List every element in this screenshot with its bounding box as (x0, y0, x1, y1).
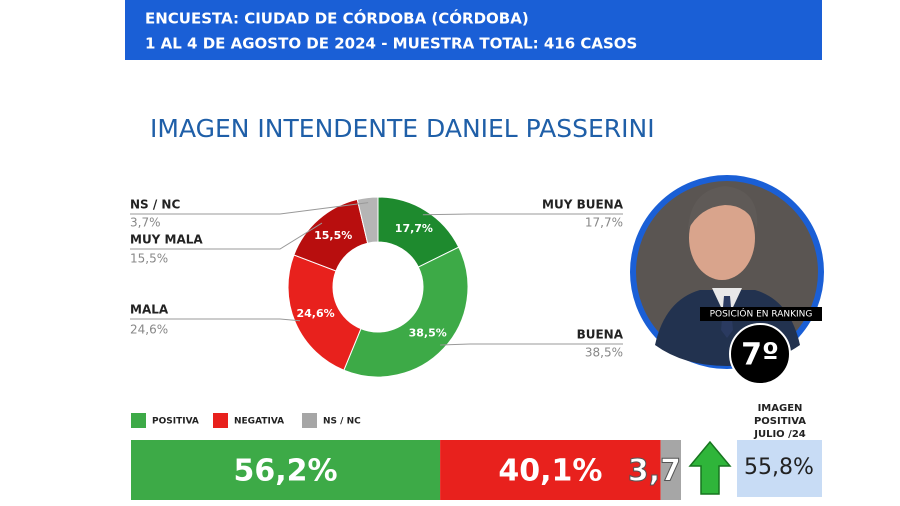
legend-swatch (302, 413, 317, 428)
previous-label: IMAGEN (758, 403, 803, 414)
bar-segment (440, 440, 661, 500)
leader-line (130, 318, 301, 322)
leader-line (130, 202, 369, 215)
ranking-badge (729, 323, 791, 385)
leader-line (422, 213, 623, 216)
ranking-value: 7º (741, 338, 779, 373)
bar-segment (131, 440, 441, 500)
legend-label: NEGATIVA (234, 417, 284, 427)
bar-label: 56,2% (234, 454, 338, 489)
side-name: NS / NC (130, 198, 180, 212)
side-name: MUY MALA (130, 233, 203, 247)
header-band (125, 0, 822, 60)
leader-line (440, 343, 623, 346)
segment-label: 17,7% (395, 222, 433, 235)
ranking-label-bg (700, 307, 822, 321)
legend-label: POSITIVA (152, 417, 199, 427)
side-name: BUENA (577, 328, 624, 342)
header-line: ENCUESTA: CIUDAD DE CÓRDOBA (CÓRDOBA) (145, 9, 529, 28)
bar-segment (660, 440, 681, 500)
leader-line (130, 222, 323, 250)
bar-label: 40,1% (498, 454, 602, 489)
legend-swatch (131, 413, 146, 428)
bar-label: 3,7 (628, 454, 681, 489)
previous-label: JULIO /24 (753, 429, 806, 440)
side-value: 24,6% (130, 323, 168, 337)
legend-swatch (213, 413, 228, 428)
previous-box (737, 440, 822, 497)
previous-label: POSITIVA (754, 416, 806, 427)
donut-hole (333, 242, 423, 332)
side-value: 15,5% (130, 252, 168, 266)
side-value: 3,7% (130, 216, 161, 230)
side-name: MALA (130, 303, 169, 317)
segment-label: 24,6% (297, 307, 335, 320)
side-value: 17,7% (585, 216, 623, 230)
segment-label: 38,5% (409, 326, 447, 339)
side-value: 38,5% (585, 346, 623, 360)
previous-value: 55,8% (744, 455, 814, 480)
side-name: MUY BUENA (542, 198, 624, 212)
chart-title: IMAGEN INTENDENTE DANIEL PASSERINI (150, 114, 655, 143)
ranking-label: POSICIÓN EN RANKING (710, 308, 813, 320)
header-line: 1 AL 4 DE AGOSTO DE 2024 - MUESTRA TOTAL… (145, 35, 637, 53)
segment-label: 15,5% (314, 229, 352, 242)
legend-label: NS / NC (323, 417, 361, 427)
photo (630, 175, 824, 369)
up-arrow (688, 440, 732, 495)
